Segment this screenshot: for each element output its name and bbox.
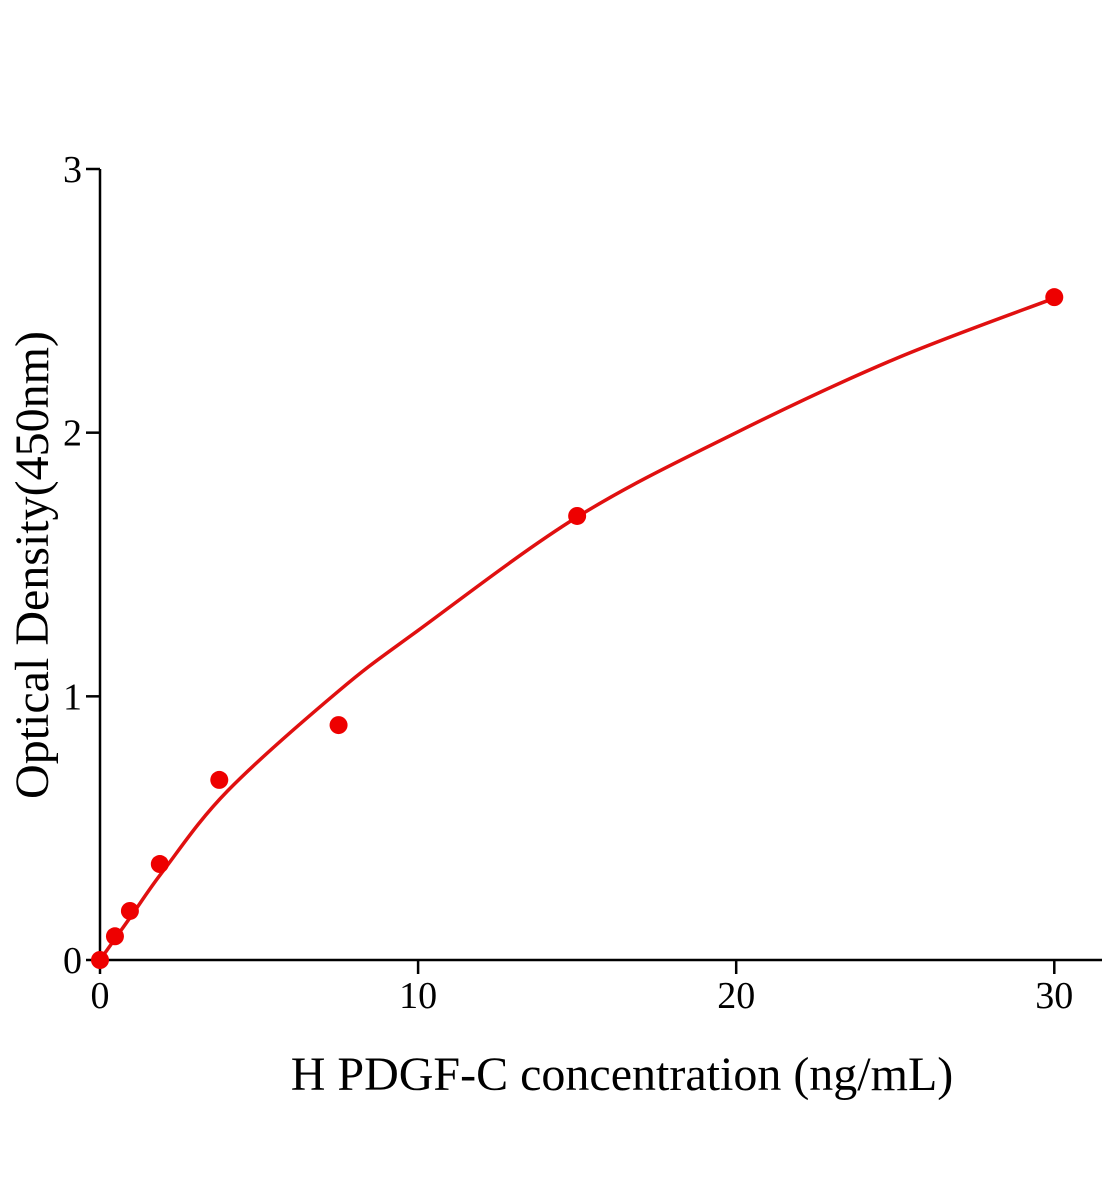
y-tick-label: 1 [63,676,82,718]
data-point [329,716,348,735]
data-point [120,901,139,920]
data-point [568,506,587,525]
data-point [150,855,169,874]
data-point [1045,288,1064,307]
x-axis-title: H PDGF-C concentration (ng/mL) [291,1048,954,1101]
y-tick-label: 2 [63,413,82,455]
x-tick-label: 20 [717,975,755,1017]
data-point [105,927,124,946]
y-tick-label: 0 [63,940,82,982]
x-tick-label: 30 [1035,975,1073,1017]
data-point [210,770,229,789]
y-tick-label: 3 [63,149,82,191]
fit-curve [98,296,1055,962]
x-tick-label: 0 [91,975,110,1017]
data-point [91,951,109,969]
y-axis-title: Optical Density(450nm) [6,331,59,799]
x-tick-label: 10 [399,975,437,1017]
